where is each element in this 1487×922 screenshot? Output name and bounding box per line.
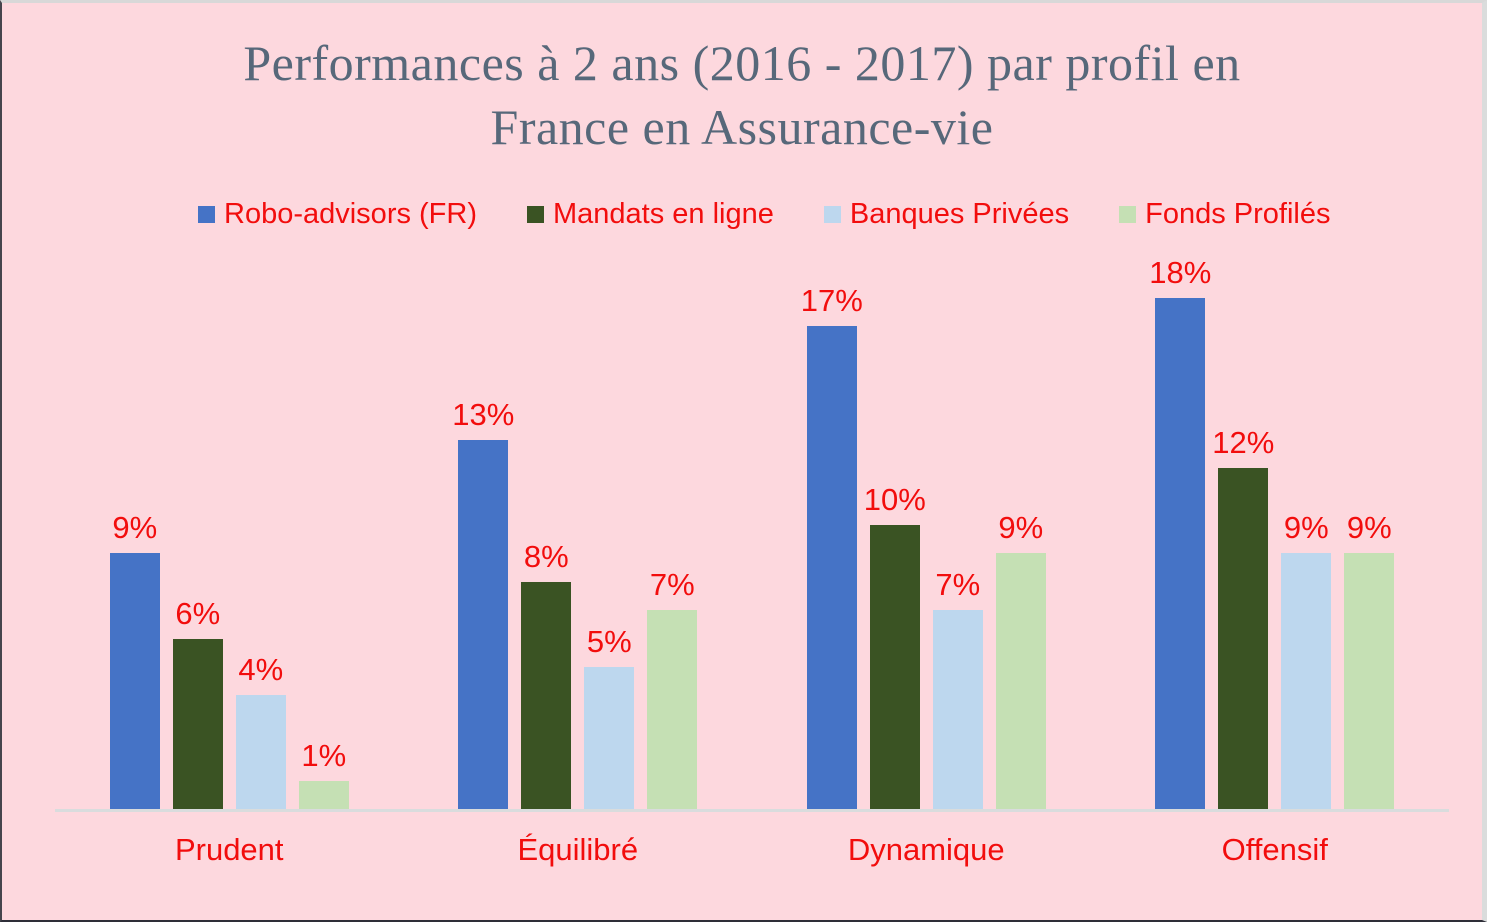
legend-swatch-icon bbox=[1119, 205, 1137, 223]
bar-s2-c1 bbox=[584, 667, 635, 809]
category-group-1: 13% 8% 5% 7% bbox=[404, 397, 753, 809]
bar-value-label: 18% bbox=[1149, 255, 1212, 290]
category-group-3: 18% 12% 9% 9% bbox=[1101, 255, 1450, 809]
bar-col-s0-c2: 17% bbox=[801, 283, 863, 809]
bar-col-s3-c0: 1% bbox=[298, 738, 349, 809]
legend-label: Mandats en ligne bbox=[553, 197, 774, 230]
bar-s0-c2 bbox=[806, 326, 857, 809]
bar-col-s1-c3: 12% bbox=[1212, 425, 1274, 809]
legend-item-0: Robo-advisors (FR) bbox=[198, 198, 477, 231]
chart-title-line-2: France en Assurance-vie bbox=[490, 99, 994, 155]
bar-col-s2-c2: 7% bbox=[932, 567, 983, 809]
bar-value-label: 10% bbox=[863, 482, 926, 517]
bar-col-s0-c1: 13% bbox=[452, 397, 514, 809]
bar-value-label: 4% bbox=[238, 652, 284, 687]
bar-col-s3-c3: 9% bbox=[1344, 510, 1395, 809]
legend-label: Fonds Profilés bbox=[1145, 197, 1331, 230]
bar-col-s0-c0: 9% bbox=[109, 510, 160, 809]
category-label-0: Prudent bbox=[174, 832, 284, 867]
chart-title: Performances à 2 ans (2016 - 2017) par p… bbox=[2, 31, 1482, 159]
legend-label: Robo-advisors (FR) bbox=[224, 197, 477, 230]
bar-s3-c3 bbox=[1344, 553, 1395, 809]
bar-col-s2-c3: 9% bbox=[1281, 510, 1332, 809]
bar-col-s1-c1: 8% bbox=[521, 539, 572, 809]
legend-item-1: Mandats en ligne bbox=[527, 198, 774, 231]
bar-col-s3-c2: 9% bbox=[995, 510, 1046, 809]
legend-label: Banques Privées bbox=[849, 197, 1070, 230]
bar-col-s2-c0: 4% bbox=[235, 652, 286, 809]
legend-swatch-icon bbox=[527, 205, 544, 223]
bar-s3-c2 bbox=[995, 553, 1046, 809]
bar-value-label: 7% bbox=[935, 567, 981, 602]
category-group-0: 9% 6% 4% 1% bbox=[55, 510, 404, 809]
legend: Robo-advisors (FR) Mandats en ligne Banque… bbox=[198, 197, 1482, 231]
bar-value-label: 9% bbox=[1346, 510, 1392, 545]
bar-s1-c0 bbox=[172, 639, 223, 809]
bar-value-label: 8% bbox=[523, 539, 569, 574]
bar-s0-c3 bbox=[1155, 298, 1206, 809]
bar-s0-c0 bbox=[109, 553, 160, 809]
bar-value-label: 17% bbox=[800, 283, 863, 318]
legend-swatch-icon bbox=[198, 205, 215, 223]
bar-value-label: 9% bbox=[998, 510, 1044, 545]
bar-col-s0-c3: 18% bbox=[1149, 255, 1211, 809]
bar-s2-c2 bbox=[932, 610, 983, 809]
bar-col-s1-c2: 10% bbox=[864, 482, 926, 809]
bar-col-s2-c1: 5% bbox=[584, 624, 635, 809]
chart-title-line-1: Performances à 2 ans (2016 - 2017) par p… bbox=[243, 35, 1241, 91]
bar-value-label: 7% bbox=[649, 567, 695, 602]
legend-item-2: Banques Privées bbox=[823, 197, 1070, 231]
bar-value-label: 5% bbox=[586, 624, 632, 659]
bar-col-s1-c0: 6% bbox=[172, 596, 223, 809]
legend-item-3: Fonds Profilés bbox=[1119, 198, 1330, 231]
bar-s0-c1 bbox=[458, 440, 509, 809]
bar-s2-c0 bbox=[235, 695, 286, 809]
bar-value-label: 13% bbox=[452, 397, 515, 432]
category-label-2: Dynamique bbox=[847, 832, 1005, 867]
bar-value-label: 12% bbox=[1212, 425, 1275, 460]
category-label-1: Équilibré bbox=[517, 832, 639, 867]
bar-s1-c1 bbox=[521, 582, 572, 809]
bar-s3-c1 bbox=[647, 610, 698, 809]
bar-col-s3-c1: 7% bbox=[647, 567, 698, 809]
bar-value-label: 9% bbox=[112, 510, 158, 545]
plot: 9% 6% 4% 1% 13% 8% 5% 7% 17% 10% 7% 9% 18% 12% 9% 9% bbox=[55, 231, 1449, 812]
legend-swatch-icon bbox=[823, 205, 841, 223]
category-label-3: Offensif bbox=[1221, 832, 1328, 867]
bar-s2-c3 bbox=[1281, 553, 1332, 809]
category-group-2: 17% 10% 7% 9% bbox=[752, 283, 1101, 809]
axis-labels: Prudent Équilibré Dynamique Offensif bbox=[55, 832, 1449, 868]
bar-s1-c2 bbox=[869, 525, 920, 809]
bar-value-label: 1% bbox=[301, 738, 347, 773]
bar-value-label: 9% bbox=[1283, 510, 1329, 545]
bar-s3-c0 bbox=[298, 781, 349, 809]
bar-value-label: 6% bbox=[175, 596, 221, 631]
bar-s1-c3 bbox=[1218, 468, 1269, 809]
